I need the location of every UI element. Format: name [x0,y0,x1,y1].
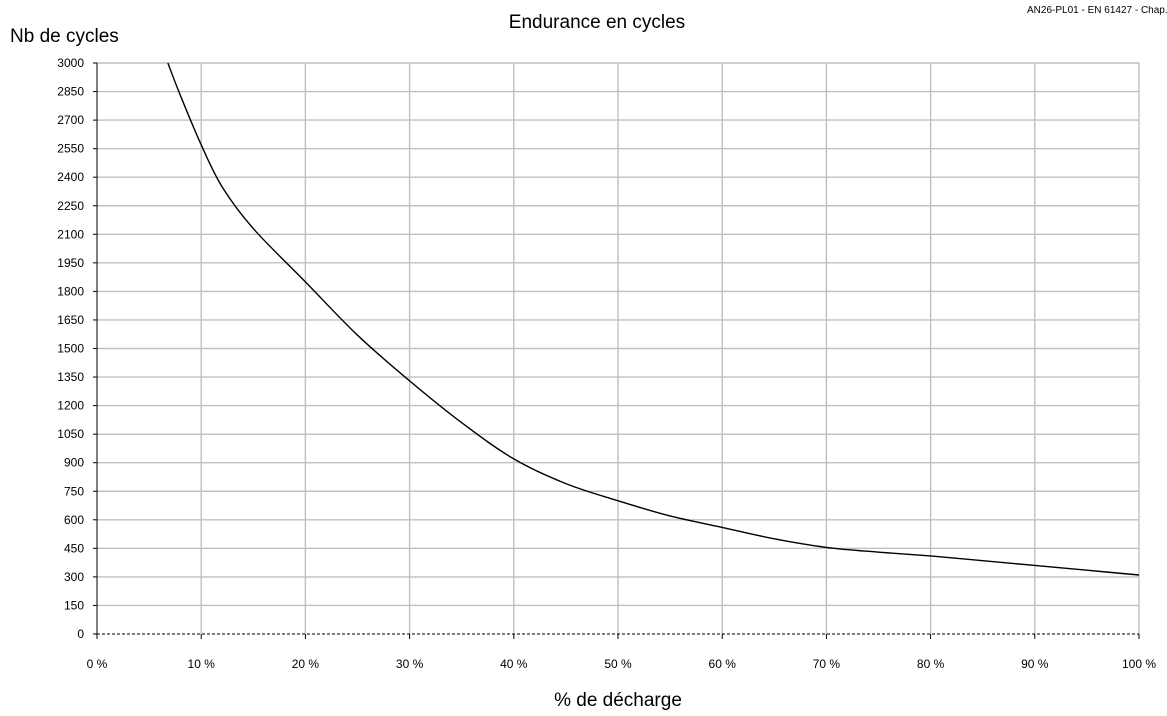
y-tick-label: 1500 [57,342,84,356]
tick-layer: 0 150 300 450 600 750 900 1050 1200 1350 1500 1650 1… [57,56,1156,671]
data-point [1086,570,1087,571]
data-point [826,547,827,548]
grid-layer [97,62,1140,634]
x-tick-label: 0 % [87,657,108,671]
y-tick-label: 1650 [57,313,84,327]
y-tick-label: 1950 [57,256,84,270]
y-tick-label: 2250 [57,199,84,213]
y-tick-label: 900 [64,456,84,470]
data-point [409,380,410,381]
data-point [565,483,566,484]
data-point [774,538,775,539]
data-point [878,552,879,553]
y-tick-label: 0 [77,627,84,641]
data-point [722,527,723,528]
x-tick-label: 80 % [917,657,945,671]
y-tick-label: 1800 [57,284,84,298]
y-axis-title: Nb de cycles [10,26,119,47]
data-point [1034,565,1035,566]
y-tick-label: 150 [64,598,84,612]
y-tick-label: 1350 [57,370,84,384]
data-point [201,144,202,145]
source-note: AN26-PL01 - EN 61427 - Chap. 19 [1027,6,1167,16]
x-tick-label: 100 % [1122,657,1156,671]
data-point [930,555,931,556]
chart-title: Endurance en cycles [508,12,686,33]
x-tick-label: 60 % [709,657,737,671]
x-tick-label: 90 % [1021,657,1049,671]
x-tick-label: 10 % [188,657,216,671]
y-tick-label: 2100 [57,227,84,241]
y-tick-label: 750 [64,484,84,498]
y-tick-label: 1050 [57,427,84,441]
series-layer [167,62,1140,576]
data-point [167,62,168,63]
data-point [982,560,983,561]
data-point [305,281,306,282]
data-point [180,95,181,96]
x-tick-label: 70 % [813,657,841,671]
y-tick-label: 3000 [57,56,84,70]
series-line [167,62,1140,576]
x-tick-label: 30 % [396,657,424,671]
y-tick-label: 600 [64,513,84,527]
y-tick-label: 1200 [57,399,84,413]
data-point [1138,574,1139,575]
data-point [253,228,254,229]
y-tick-label: 2700 [57,113,84,127]
data-point [617,500,618,501]
y-tick-label: 2850 [57,85,84,99]
data-point [221,186,222,187]
axis-layer [93,62,1140,639]
x-tick-label: 20 % [292,657,320,671]
data-point [461,422,462,423]
x-tick-label: 50 % [604,657,632,671]
y-tick-label: 300 [64,570,84,584]
y-tick-label: 450 [64,541,84,555]
x-axis-title: % de décharge [554,690,682,711]
y-tick-label: 2550 [57,142,84,156]
data-point [670,515,671,516]
data-point [357,335,358,336]
x-tick-label: 40 % [500,657,528,671]
data-point [513,458,514,459]
y-tick-label: 2400 [57,170,84,184]
